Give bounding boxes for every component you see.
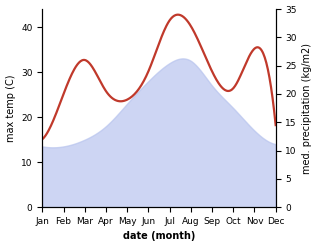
X-axis label: date (month): date (month) bbox=[123, 231, 195, 242]
Y-axis label: med. precipitation (kg/m2): med. precipitation (kg/m2) bbox=[302, 43, 313, 174]
Y-axis label: max temp (C): max temp (C) bbox=[5, 74, 16, 142]
